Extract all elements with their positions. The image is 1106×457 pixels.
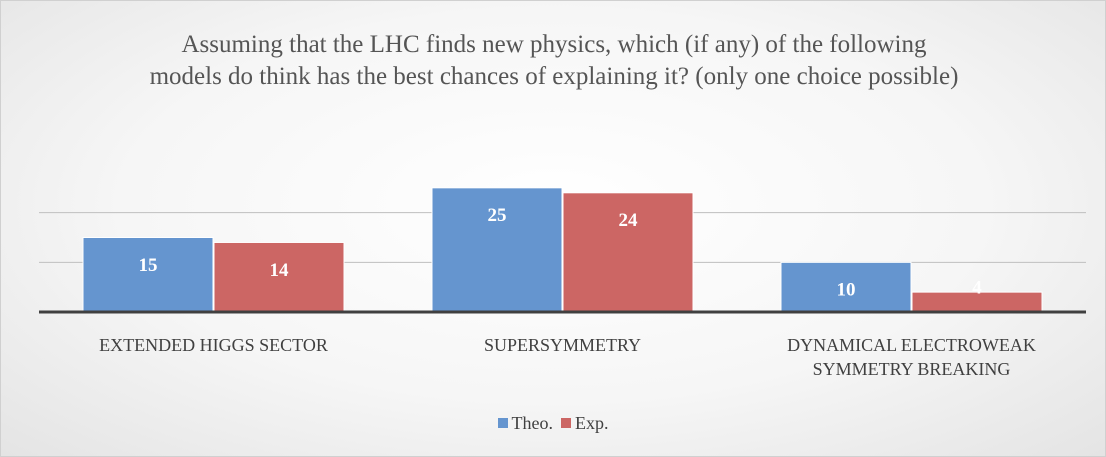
- legend-swatch: [497, 418, 508, 428]
- chart-title: Assuming that the LHC finds new physics,…: [149, 31, 959, 90]
- legend-swatch: [560, 418, 571, 428]
- data-label: 25: [488, 205, 507, 226]
- data-label: 24: [619, 210, 639, 231]
- x-tick-label: SUPERSYMMETRY: [483, 335, 642, 355]
- data-label: 14: [270, 260, 290, 281]
- legend-item: Exp.: [560, 413, 609, 434]
- data-label: 4: [972, 277, 982, 298]
- bar: [82, 237, 214, 313]
- bar: [213, 241, 345, 313]
- data-label: 10: [837, 280, 856, 301]
- legend-label: Exp.: [574, 413, 609, 433]
- legend-item: Theo.: [497, 413, 553, 434]
- x-tick-label: DYNAMICAL ELECTROWEAK SYMMETRY BREAKING: [787, 335, 1036, 379]
- bar: [562, 192, 694, 313]
- bar: [431, 187, 563, 313]
- legend-label: Theo.: [511, 413, 553, 433]
- x-tick-label: EXTENDED HIGGS SECTOR: [99, 335, 328, 355]
- legend: Theo. Exp.: [1, 413, 1105, 434]
- data-label: 15: [139, 255, 158, 276]
